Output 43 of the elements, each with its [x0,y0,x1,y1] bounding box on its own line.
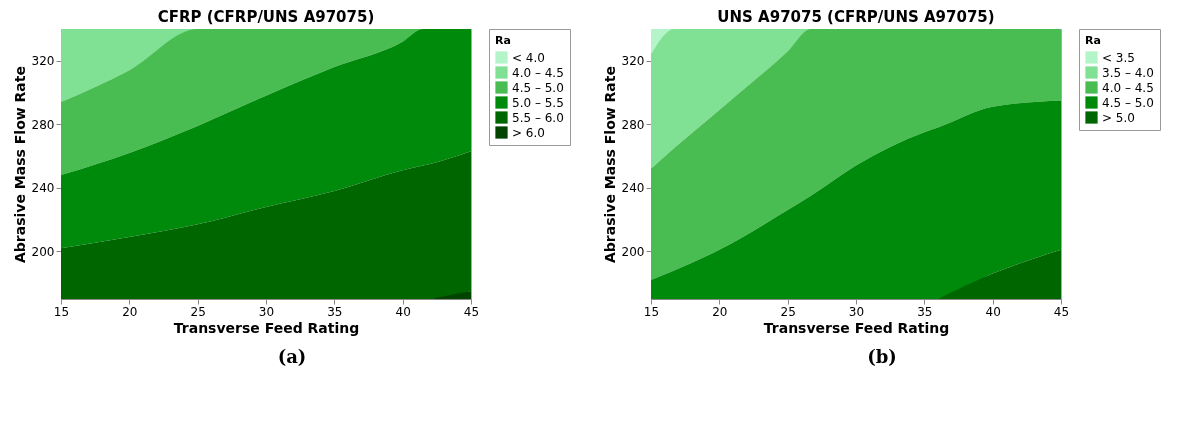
legend-label: < 3.5 [1102,50,1135,65]
x-axis-title: Transverse Feed Rating [763,319,950,336]
x-tick-label: 20 [712,304,728,319]
legend-label: < 4.0 [512,50,545,65]
x-tick-label: 40 [985,304,1001,319]
legend-label: 4.5 – 5.0 [1102,95,1154,110]
legend-title: Ra [495,34,511,47]
y-tick-label: 280 [31,117,55,132]
y-tick-label: 240 [31,181,55,196]
legend-label: 5.0 – 5.5 [512,95,564,110]
x-tick-label: 20 [122,304,138,319]
chart-title: CFRP (CFRP/UNS A97075) [157,7,375,26]
x-tick-label: 25 [780,304,796,319]
x-tick-label: 35 [327,304,343,319]
y-tick-label: 280 [621,117,645,132]
legend-label: 4.0 – 4.5 [512,65,564,80]
legend-label: 5.5 – 6.0 [512,110,564,125]
y-tick-label: 200 [621,244,645,259]
legend-label: > 5.0 [1102,110,1135,125]
text: (a) [277,346,307,367]
x-tick-label: 25 [190,304,206,319]
x-axis-title: Transverse Feed Rating [173,319,360,336]
legend-label: 4.5 – 5.0 [512,80,564,95]
y-tick-label: 320 [31,54,55,69]
text: (b) [867,346,897,367]
y-axis-title: Abrasive Mass Flow Rate [11,66,28,263]
legend-label: 3.5 – 4.0 [1102,65,1154,80]
legend-label: 4.0 – 4.5 [1102,80,1154,95]
x-tick-label: 35 [917,304,933,319]
x-tick-label: 45 [463,304,480,319]
chart-title: UNS A97075 (CFRP/UNS A97075) [717,7,995,26]
legend-title: Ra [1085,34,1101,47]
y-tick-label: 240 [621,181,645,196]
x-tick-label: 15 [643,304,660,319]
x-tick-label: 45 [1053,304,1070,319]
x-tick-label: 30 [258,304,275,319]
y-tick-label: 200 [31,244,55,259]
y-axis-title: Abrasive Mass Flow Rate [601,66,618,263]
x-tick-label: 40 [395,304,411,319]
x-tick-label: 15 [53,304,70,319]
x-tick-label: 30 [848,304,865,319]
y-tick-label: 320 [621,54,645,69]
legend-label: > 6.0 [512,125,545,140]
